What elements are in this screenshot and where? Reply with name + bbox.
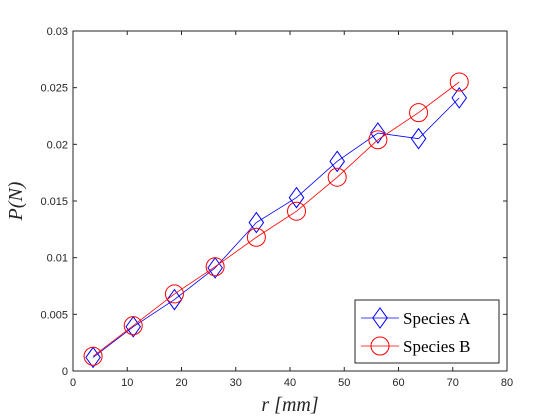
y-tick-label: 0.025 (40, 83, 68, 95)
data-point-marker (85, 346, 101, 369)
data-point-marker (83, 346, 103, 366)
data-point-marker (125, 315, 142, 338)
data-point-marker (164, 284, 184, 304)
legend-items: Species A Species B (361, 307, 471, 356)
legend-marker (370, 336, 390, 356)
legend-label: Species A (403, 309, 471, 328)
x-tick-label: 70 (447, 377, 459, 389)
series-1 (83, 72, 469, 366)
data-point-marker (246, 227, 266, 247)
data-point-marker (288, 186, 305, 209)
x-tick-label: 0 (70, 377, 76, 389)
data-point-marker (368, 130, 388, 150)
legend-item-0: Species A (361, 307, 471, 329)
data-point-marker (449, 72, 469, 92)
x-axis-label: r [mm] (261, 394, 318, 416)
series-line (92, 97, 460, 358)
data-point-marker (166, 288, 183, 311)
data-point-marker (409, 103, 429, 123)
y-axis-label: P(N) (5, 181, 27, 221)
data-point-marker (205, 257, 225, 277)
x-tick-label: 30 (230, 377, 242, 389)
y-tick-label: 0.005 (40, 309, 68, 321)
x-tick-label: 80 (501, 377, 513, 389)
y-tick-label: 0.01 (47, 253, 68, 265)
legend-label: Species B (403, 337, 471, 356)
data-point-marker (451, 87, 468, 109)
series-layer (83, 72, 469, 369)
x-tick-label: 40 (284, 377, 296, 389)
ticks-layer: 0 10 20 30 40 50 60 70 80 0 0.005 0.01 0.015 0.02 0.02… (40, 26, 513, 389)
data-point-marker (327, 167, 347, 187)
series-line (92, 81, 460, 357)
data-point-marker (287, 201, 307, 221)
x-tick-label: 60 (392, 377, 404, 389)
legend-box (354, 299, 500, 364)
x-tick-label: 20 (175, 377, 187, 389)
data-point-marker (207, 257, 223, 279)
series-0 (85, 87, 468, 369)
data-point-marker (248, 211, 265, 234)
x-tick-label: 10 (121, 377, 133, 389)
y-tick-label: 0.02 (47, 139, 68, 151)
legend: Species A Species B (354, 299, 500, 364)
data-point-marker (370, 122, 386, 144)
data-point-marker (329, 150, 346, 173)
legend-marker (372, 307, 388, 329)
y-tick-label: 0.015 (40, 196, 68, 208)
data-point-marker (123, 316, 143, 336)
x-tick-label: 50 (338, 377, 350, 389)
y-tick-label: 0 (62, 366, 68, 378)
data-point-marker (410, 127, 427, 150)
y-tick-label: 0.03 (47, 26, 68, 38)
legend-item-1: Species B (361, 336, 471, 356)
